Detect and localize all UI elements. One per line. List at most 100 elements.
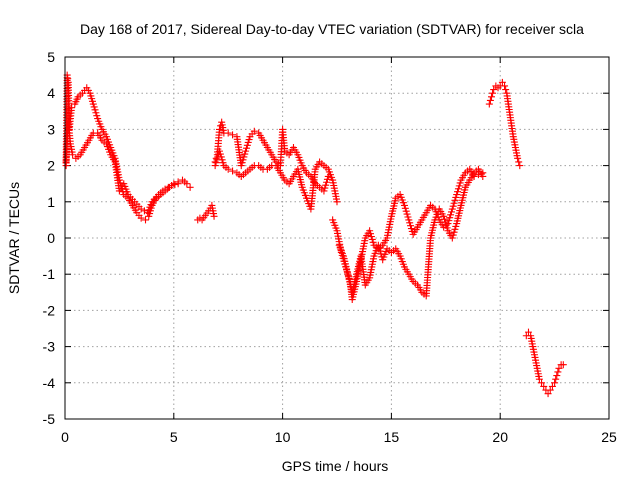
data-point (451, 196, 459, 204)
y-tick-label: -4 (43, 375, 56, 391)
data-point (164, 183, 172, 191)
data-point (215, 147, 223, 155)
data-point (515, 158, 523, 166)
data-point (440, 212, 448, 220)
data-point (485, 100, 493, 108)
chart-title: Day 168 of 2017, Sidereal Day-to-day VTE… (80, 21, 584, 37)
data-point (242, 144, 250, 152)
data-point (242, 147, 250, 155)
data-point (68, 104, 76, 112)
data-point (486, 96, 494, 104)
ticks-layer: 0 5 10 15 20 25 -5 -4 -3 -2 -1 0 1 2 3 4 5 (43, 49, 617, 445)
data-point (400, 201, 408, 209)
data-point (406, 219, 414, 227)
data-point (442, 221, 450, 229)
data-point (449, 202, 457, 210)
data-point (368, 235, 376, 243)
data-point (323, 175, 331, 183)
data-point (447, 208, 455, 216)
y-tick-label: 5 (47, 49, 55, 65)
data-point (454, 188, 462, 196)
data-point (239, 156, 247, 164)
data-point (171, 181, 179, 189)
data-point (229, 131, 237, 139)
data-point (548, 382, 556, 390)
data-point (89, 100, 97, 108)
data-point (403, 210, 411, 218)
data-point (91, 106, 99, 114)
x-tick-label: 0 (61, 429, 69, 445)
data-point (320, 187, 328, 195)
data-point (240, 153, 248, 161)
data-point (489, 89, 497, 97)
data-point (333, 198, 341, 206)
data-point (538, 379, 546, 387)
data-point (555, 364, 563, 372)
y-tick-label: -1 (43, 266, 56, 282)
data-point (401, 204, 409, 212)
data-point (238, 159, 246, 167)
data-point (454, 185, 462, 193)
data-point (498, 78, 506, 86)
x-tick-label: 10 (275, 429, 291, 445)
data-point (219, 159, 227, 167)
y-axis-label: SDTVAR / TECUs (6, 182, 22, 294)
data-point (447, 211, 455, 219)
data-point (212, 159, 220, 167)
data-point (535, 375, 543, 383)
data-point (450, 199, 458, 207)
data-point (250, 127, 258, 135)
data-point (407, 222, 415, 230)
data-point (375, 244, 383, 252)
data-point (218, 156, 226, 164)
data-point (92, 109, 100, 117)
y-tick-label: 2 (47, 158, 55, 174)
data-point (448, 205, 456, 213)
data-point (142, 216, 150, 224)
data-point (367, 230, 375, 238)
data-point (450, 228, 458, 236)
data-point (514, 154, 522, 162)
data-point (369, 238, 377, 246)
data-point (452, 193, 460, 201)
y-tick-label: 1 (47, 194, 55, 210)
y-tick-label: -2 (43, 302, 56, 318)
data-point (452, 222, 460, 230)
data-point (501, 82, 509, 90)
data-point (241, 150, 249, 158)
y-tick-label: 3 (47, 121, 55, 137)
y-tick-label: 0 (47, 230, 55, 246)
data-point (546, 386, 554, 394)
data-point (224, 165, 232, 173)
x-tick-label: 25 (601, 429, 617, 445)
y-tick-label: -3 (43, 339, 56, 355)
data-point (487, 93, 495, 101)
data-point (376, 247, 384, 255)
data-point (451, 225, 459, 233)
data-point (90, 103, 98, 111)
data-point (366, 227, 374, 235)
data-point (244, 138, 252, 146)
data-point (224, 129, 232, 137)
data-point (137, 214, 145, 222)
data-point (455, 182, 463, 190)
data-point (321, 184, 329, 192)
data-point (441, 218, 449, 226)
data-point (229, 167, 237, 175)
data-point (245, 136, 253, 144)
data-point (554, 368, 562, 376)
y-tick-label: 4 (47, 85, 55, 101)
data-point (544, 390, 552, 398)
data-point (559, 361, 567, 369)
data-point (516, 162, 524, 170)
data-point (552, 375, 560, 383)
data-point (407, 225, 415, 233)
data-point (445, 217, 453, 225)
data-point (367, 233, 375, 241)
data-point (168, 182, 176, 190)
data-point (449, 231, 457, 239)
y-tick-label: -5 (43, 411, 56, 427)
data-point (374, 241, 382, 249)
data-point (553, 372, 561, 380)
